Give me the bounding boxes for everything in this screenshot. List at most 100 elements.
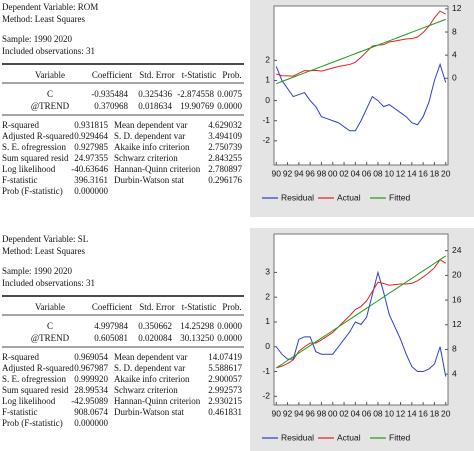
stat-cell: 0.999920 (74, 374, 108, 384)
legend-label: Residual (281, 432, 314, 442)
stat-cell: 2.900057 (208, 374, 242, 384)
stat-cell: Prob (F-statistic) (2, 186, 63, 196)
coef-cell: 0.325436 (138, 89, 172, 99)
y2-tick-label: 4 (452, 368, 457, 378)
series-line (276, 258, 447, 369)
column-header: Std. Error (139, 70, 175, 80)
x-tick-label: 96 (305, 168, 315, 178)
x-tick-label: 00 (328, 408, 338, 418)
x-tick-label: 06 (362, 408, 372, 418)
stat-cell: Durbin-Watson stat (114, 407, 185, 417)
stat-cell: 24.97355 (74, 153, 108, 163)
coef-cell: 0.0000 (217, 321, 242, 331)
stat-cell: 908.0674 (74, 407, 108, 417)
legend-label: Actual (337, 192, 361, 202)
x-tick-label: 14 (407, 168, 417, 178)
coef-cell: C (47, 321, 53, 331)
x-tick-label: 98 (317, 168, 327, 178)
x-tick-label: 96 (305, 408, 315, 418)
stat-cell: 0.967987 (74, 363, 108, 373)
x-tick-label: 12 (396, 408, 406, 418)
x-tick-label: 92 (283, 408, 293, 418)
stat-cell: Mean dependent var (114, 120, 187, 130)
series-line (275, 270, 447, 377)
stat-cell: 5.588617 (208, 363, 242, 373)
stat-cell: 2.780897 (208, 164, 242, 174)
coef-cell: 0.0000 (217, 101, 242, 111)
x-tick-label: 94 (294, 408, 304, 418)
coef-cell: 0.605081 (94, 333, 128, 343)
stat-cell: Hannan-Quinn criterion (114, 396, 201, 406)
x-tick-label: 90 (272, 168, 282, 178)
series-line (275, 255, 447, 369)
stat-cell: Schwarz criterion (114, 385, 178, 395)
y2-tick-label: 24 (452, 245, 462, 255)
x-tick-label: 04 (351, 408, 361, 418)
y-tick-label: -2 (262, 135, 270, 145)
column-header: Prob. (222, 70, 241, 80)
x-tick-label: 12 (396, 168, 406, 178)
stat-cell: R-squared (2, 120, 39, 130)
y-tick-label: -1 (262, 366, 270, 376)
stat-cell: 0.296176 (208, 175, 242, 185)
method: Method: Least Squares (2, 246, 85, 256)
x-tick-label: 92 (283, 168, 293, 178)
column-header: t-Statistic (182, 302, 217, 312)
stat-cell: Log likelihood (2, 396, 56, 406)
y2-tick-label: 12 (452, 319, 462, 329)
column-header: Variable (35, 302, 65, 312)
x-tick-label: 18 (430, 408, 440, 418)
coef-cell: C (47, 89, 53, 99)
stat-cell: 0.000000 (74, 418, 108, 428)
sample: Sample: 1990 2020 (2, 266, 72, 276)
stat-cell: Akaike info criterion (114, 142, 190, 152)
x-tick-label: 10 (385, 168, 395, 178)
legend-label: Fitted (389, 432, 411, 442)
y2-tick-label: 12 (452, 3, 462, 13)
stat-cell: S. E. ofregression (2, 142, 66, 152)
coef-cell: 0.0000 (217, 333, 242, 343)
stat-cell: -42.95089 (71, 396, 108, 406)
dependent-variable: Dependent Variable: SL (2, 234, 88, 244)
stat-cell: Sum squared resid (2, 153, 69, 163)
x-tick-label: 00 (328, 168, 338, 178)
x-tick-label: 08 (373, 408, 383, 418)
coef-cell: 19.90769 (180, 101, 214, 111)
x-tick-label: 16 (418, 168, 428, 178)
coef-cell: 30.13250 (180, 333, 214, 343)
x-tick-label: 04 (351, 168, 361, 178)
stat-cell: Sum squared resid (2, 385, 69, 395)
y-tick-label: 1 (265, 316, 270, 326)
column-header: Coefficient (92, 302, 133, 312)
stat-cell: 0.969054 (74, 352, 108, 362)
y2-tick-label: 20 (452, 270, 462, 280)
coef-cell: @TREND (31, 333, 70, 343)
stat-cell: Akaike info criterion (114, 374, 190, 384)
y2-tick-label: 4 (452, 49, 457, 59)
stat-cell: 14.07419 (208, 352, 242, 362)
y-tick-label: 2 (265, 55, 270, 65)
stat-cell: 0.000000 (74, 186, 108, 196)
column-header: Prob. (222, 302, 241, 312)
y2-tick-label: 8 (452, 344, 457, 354)
y-tick-label: 1 (265, 75, 270, 85)
x-tick-label: 08 (373, 168, 383, 178)
series-line (275, 62, 447, 132)
y-tick-label: 2 (265, 291, 270, 301)
column-header: Std. Error (139, 302, 175, 312)
coef-cell: 14.25298 (180, 321, 214, 331)
stat-cell: -40.63646 (71, 164, 108, 174)
stat-cell: 0.461831 (208, 407, 242, 417)
coef-cell: -0.935484 (91, 89, 128, 99)
y2-tick-label: 8 (452, 26, 457, 36)
method: Method: Least Squares (2, 14, 85, 24)
stat-cell: 4.629032 (208, 120, 242, 130)
stat-cell: 0.929464 (74, 131, 108, 141)
x-tick-label: 16 (418, 408, 428, 418)
observations: Included observations: 31 (2, 46, 95, 56)
stat-cell: 2.750739 (208, 142, 242, 152)
x-tick-label: 98 (317, 408, 327, 418)
sample: Sample: 1990 2020 (2, 34, 72, 44)
column-header: Variable (35, 70, 65, 80)
